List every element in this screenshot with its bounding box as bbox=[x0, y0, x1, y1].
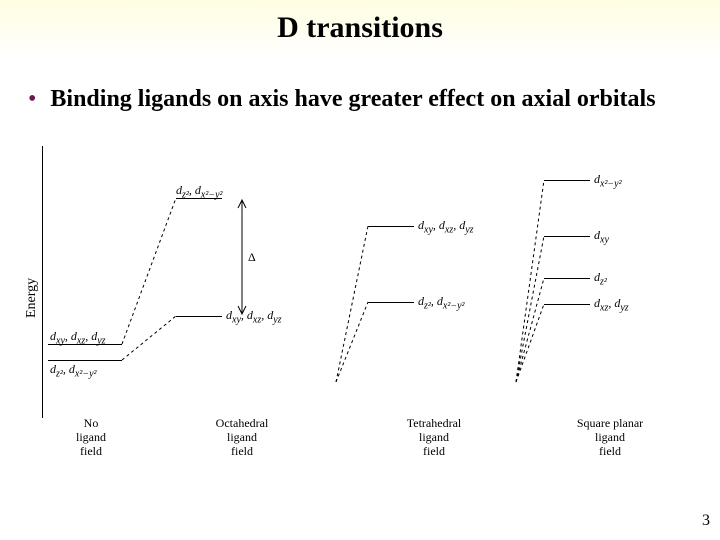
level-label: dz², dx²−y² bbox=[50, 362, 97, 379]
panel-no-field: dxy, dxz, dyz dz², dx²−y² No ligand fiel… bbox=[48, 138, 134, 458]
panel-caption: Square planar ligand field bbox=[540, 416, 680, 458]
panel-tetrahedral: dxy, dxz, dyz dz², dx²−y² Tetrahedral li… bbox=[364, 138, 504, 458]
page-number: 3 bbox=[702, 512, 710, 530]
level-label: dz² bbox=[594, 270, 607, 287]
level-line bbox=[544, 236, 590, 237]
level-label: dxy, dxz, dyz bbox=[50, 329, 106, 346]
level-line bbox=[368, 226, 414, 227]
level-line bbox=[544, 278, 590, 279]
level-line bbox=[176, 316, 222, 317]
panel-square-planar: dx²−y² dxy dz² dxz, dyz Square planar li… bbox=[540, 138, 680, 458]
level-label: dxy, dxz, dyz bbox=[418, 218, 474, 235]
page-title: D transitions bbox=[277, 11, 443, 45]
level-label: dxy, dxz, dyz bbox=[226, 308, 282, 325]
y-axis-label: Energy bbox=[24, 278, 40, 318]
split-lines bbox=[172, 138, 312, 418]
panel-caption: No ligand field bbox=[48, 416, 134, 458]
level-line bbox=[544, 304, 590, 305]
energy-diagram: Energy dxy, dxz, dyz dz², dx²−y² No liga… bbox=[42, 138, 682, 458]
level-label: dxz, dyz bbox=[594, 296, 629, 313]
bullet-dot: • bbox=[28, 84, 36, 114]
title-band: D transitions bbox=[0, 0, 720, 56]
level-label: dz², dx²−y² bbox=[176, 183, 223, 200]
bullet-row: • Binding ligands on axis have greater e… bbox=[28, 84, 720, 114]
panel-caption: Octahedral ligand field bbox=[172, 416, 312, 458]
panel-octahedral: dz², dx²−y² dxy, dxz, dyz Δ Octahedral l… bbox=[172, 138, 312, 458]
level-label: dx²−y² bbox=[594, 172, 622, 189]
level-label: dxy bbox=[594, 228, 609, 245]
split-lines bbox=[364, 138, 504, 418]
delta-label: Δ bbox=[248, 250, 256, 265]
y-axis bbox=[42, 146, 43, 418]
level-line bbox=[48, 360, 122, 361]
bullet-text: Binding ligands on axis have greater eff… bbox=[50, 84, 655, 114]
level-line bbox=[544, 180, 590, 181]
level-label: dz², dx²−y² bbox=[418, 294, 465, 311]
panel-caption: Tetrahedral ligand field bbox=[364, 416, 504, 458]
level-line bbox=[368, 302, 414, 303]
